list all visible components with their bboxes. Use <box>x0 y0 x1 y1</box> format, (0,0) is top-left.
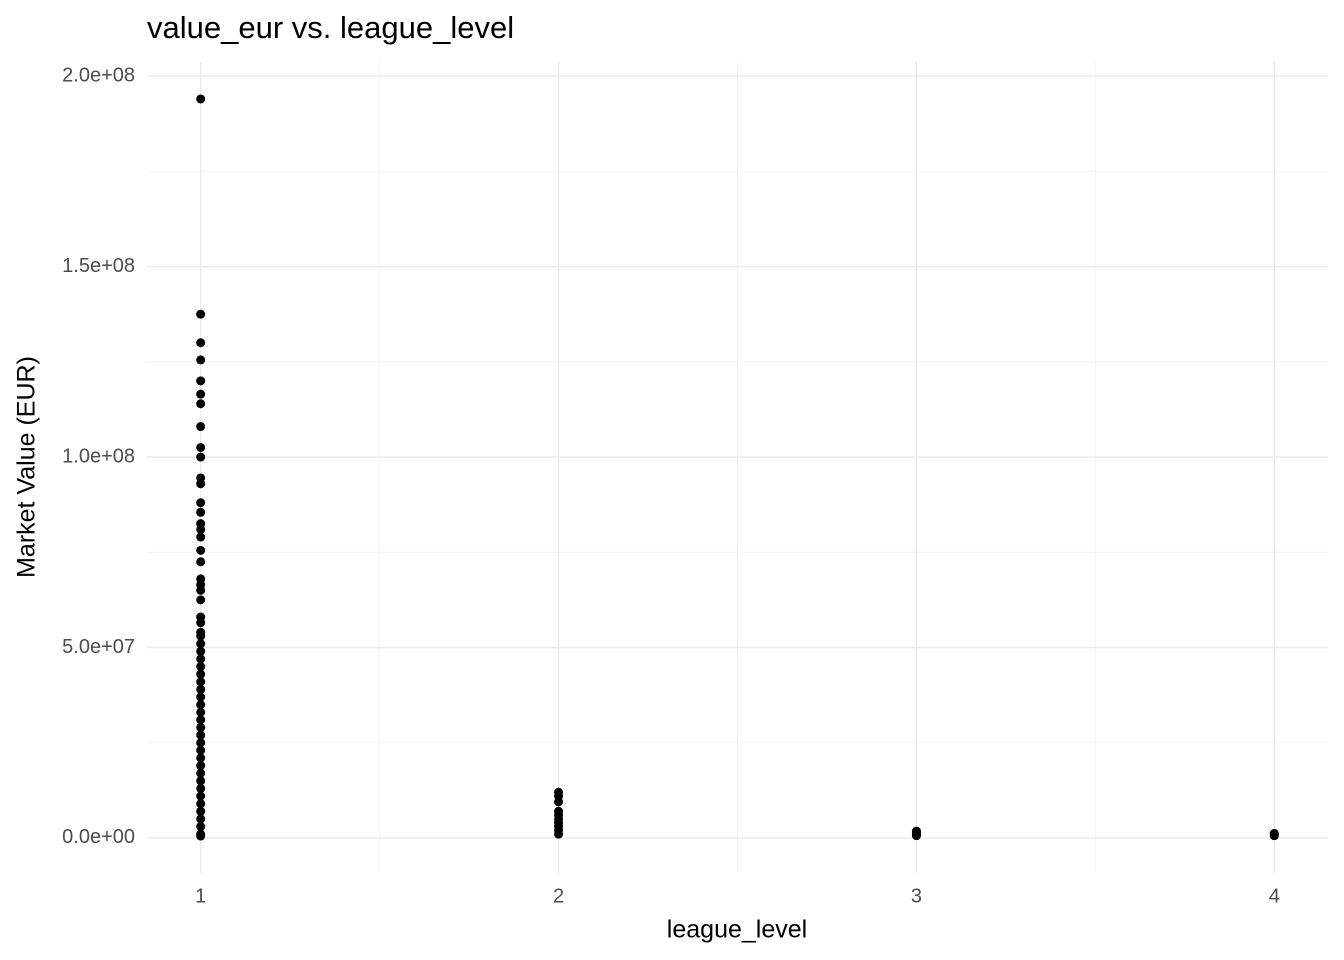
point <box>196 443 206 453</box>
x-tick-label: 4 <box>1269 885 1280 907</box>
point <box>911 831 921 841</box>
point <box>196 595 206 605</box>
point <box>196 768 206 778</box>
y-tick-label: 5.0e+07 <box>62 636 135 658</box>
point <box>196 662 206 672</box>
point <box>196 399 206 409</box>
point <box>196 730 206 740</box>
point <box>196 776 206 786</box>
point <box>196 557 206 567</box>
y-tick-label: 1.5e+08 <box>62 255 135 277</box>
point <box>196 791 206 801</box>
point <box>554 797 564 807</box>
point <box>196 654 206 664</box>
point <box>196 94 206 104</box>
point <box>196 700 206 710</box>
point <box>196 631 206 641</box>
point <box>196 822 206 832</box>
point <box>196 669 206 679</box>
x-tick-label: 2 <box>553 885 564 907</box>
point <box>196 618 206 628</box>
point <box>196 639 206 649</box>
point <box>196 806 206 816</box>
point <box>196 498 206 508</box>
y-tick-label: 1.0e+08 <box>62 445 135 467</box>
chart-title: value_eur vs. league_level <box>147 10 514 45</box>
point <box>196 507 206 517</box>
point <box>196 745 206 755</box>
point <box>196 389 206 399</box>
point <box>196 684 206 694</box>
point <box>196 783 206 793</box>
y-tick-label: 0.0e+00 <box>62 826 135 848</box>
point <box>196 707 206 717</box>
y-tick-label: 2.0e+08 <box>62 64 135 86</box>
point <box>196 692 206 702</box>
point <box>196 585 206 595</box>
point <box>196 715 206 725</box>
point <box>554 829 564 839</box>
point <box>196 738 206 748</box>
point <box>196 309 206 319</box>
point <box>196 532 206 542</box>
y-axis-title: Market Value (EUR) <box>13 356 41 578</box>
point <box>196 753 206 763</box>
point <box>196 338 206 348</box>
point <box>196 452 206 462</box>
point <box>196 761 206 771</box>
point <box>196 799 206 809</box>
x-tick-label: 1 <box>195 885 206 907</box>
point <box>196 422 206 432</box>
point <box>1269 831 1279 841</box>
point <box>196 479 206 489</box>
point <box>196 545 206 555</box>
point <box>196 376 206 386</box>
point <box>196 524 206 534</box>
point <box>196 646 206 656</box>
x-tick-label: 3 <box>911 885 922 907</box>
point <box>196 814 206 824</box>
x-axis-title: league_level <box>667 916 807 944</box>
point <box>196 677 206 687</box>
point <box>196 722 206 732</box>
point <box>196 831 206 841</box>
point <box>196 355 206 365</box>
